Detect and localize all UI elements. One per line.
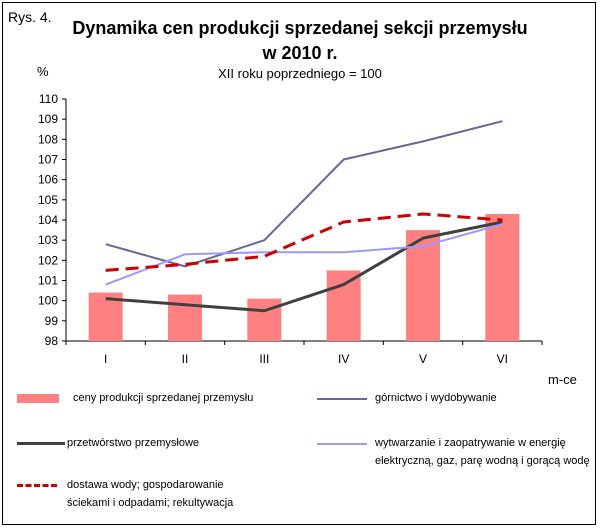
y-tick-label: 108 xyxy=(38,132,58,146)
legend-line-water xyxy=(17,484,57,487)
y-tick-label: 107 xyxy=(38,153,58,167)
legend-label-manufacturing: przetwórstwo przemysłowe xyxy=(67,437,200,449)
legend-item-energy: wytwarzanie i zaopatrywanie w energię el… xyxy=(317,434,590,470)
legend-item-manufacturing: przetwórstwo przemysłowe xyxy=(17,434,199,452)
x-tick-label: IV xyxy=(338,352,349,366)
series-line xyxy=(105,220,503,313)
legend-item-mining: górnictwo i wydobywanie xyxy=(317,389,497,407)
y-tick-label: 109 xyxy=(38,112,58,126)
chart-title-line2: w 2010 r. xyxy=(262,43,338,63)
legend-item-water: dostawa wody; gospodarowanie ściekami i … xyxy=(17,476,233,512)
legend-label-mining: górnictwo i wydobywanie xyxy=(375,392,497,404)
y-tick-label: 103 xyxy=(38,233,58,247)
legend-line-mining xyxy=(317,398,367,400)
y-tick-label: 106 xyxy=(38,173,58,187)
bar xyxy=(168,294,202,341)
x-tick-label: I xyxy=(104,352,107,366)
series-line xyxy=(105,212,503,272)
y-tick-label: 99 xyxy=(45,314,59,328)
chart-subtitle: XII roku poprzedniego = 100 xyxy=(218,66,382,81)
bar xyxy=(247,298,282,341)
y-tick-label: 105 xyxy=(38,193,58,207)
y-tick-label: 102 xyxy=(38,253,58,267)
x-tick-label: III xyxy=(259,352,269,366)
x-axis-unit: m-ce xyxy=(548,372,577,387)
y-tick-label: 110 xyxy=(39,92,58,106)
chart-title-line1: Dynamika cen produkcji sprzedanej sekcji… xyxy=(72,18,528,38)
y-tick-label: 104 xyxy=(38,213,58,227)
y-tick-label: 101 xyxy=(38,274,58,288)
legend-label-water: dostawa wody; gospodarowanie ściekami i … xyxy=(67,479,234,509)
legend-label-bars: ceny produkcji sprzedanej przemysłu xyxy=(73,392,254,404)
legend-label-energy: wytwarzanie i zaopatrywanie w energię el… xyxy=(375,437,590,467)
bar xyxy=(326,270,361,341)
legend-item-bars: ceny produkcji sprzedanej przemysłu xyxy=(17,389,253,407)
legend-line-energy xyxy=(317,443,367,445)
x-tick-label: II xyxy=(182,352,189,366)
bar xyxy=(485,213,520,341)
y-axis-unit: % xyxy=(37,64,49,79)
chart-frame: Rys. 4. Dynamika cen produkcji sprzedane… xyxy=(2,2,596,525)
y-tick-label: 98 xyxy=(45,334,59,348)
series-line xyxy=(105,223,503,286)
x-tick-label: V xyxy=(419,352,427,366)
legend-swatch-bars xyxy=(17,394,59,403)
figure-label: Rys. 4. xyxy=(8,9,52,25)
series-line xyxy=(105,120,503,268)
y-tick-label: 100 xyxy=(38,294,58,308)
x-tick-label: VI xyxy=(497,352,508,366)
bar xyxy=(406,230,440,341)
legend-line-manufacturing xyxy=(17,442,65,445)
